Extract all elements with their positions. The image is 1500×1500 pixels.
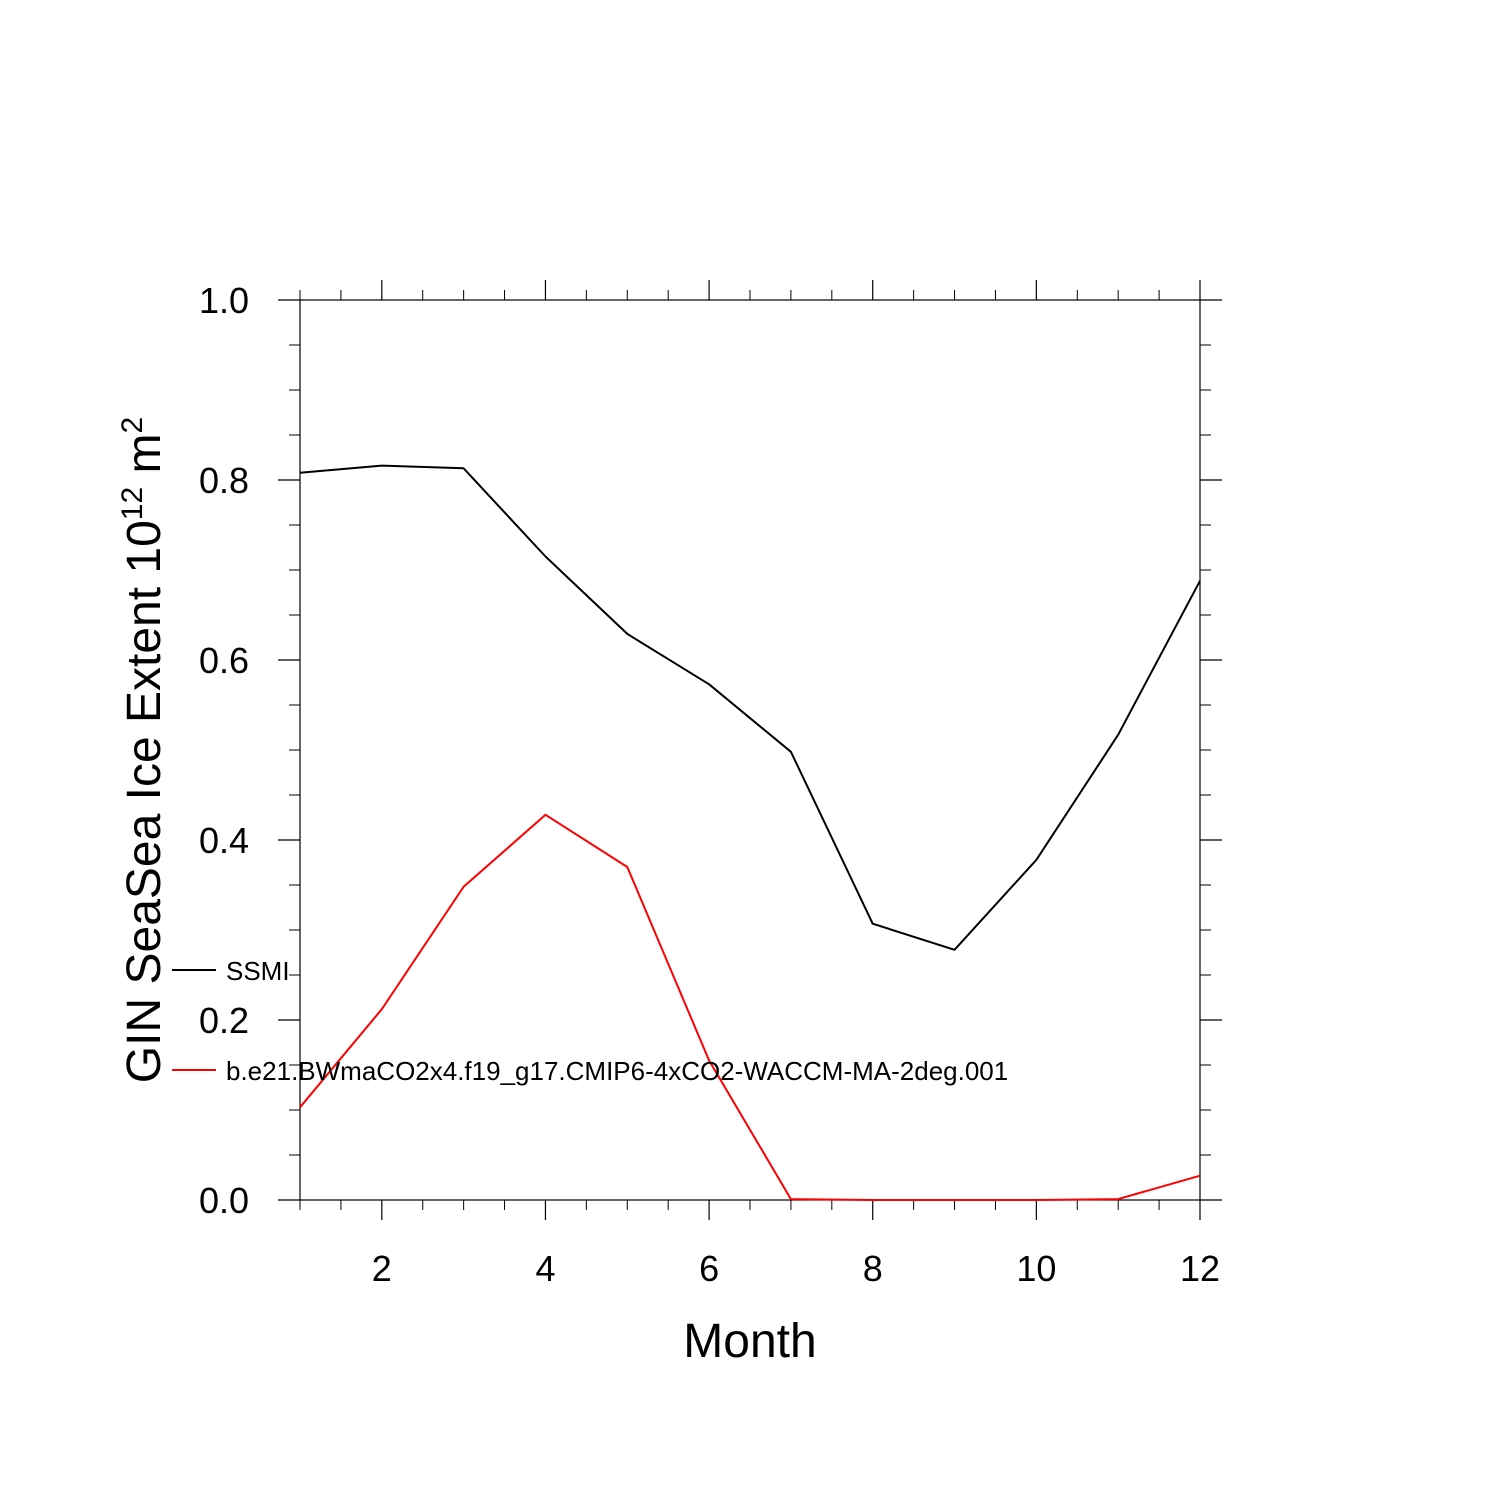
y-tick-label: 0.8	[199, 460, 249, 501]
series-line-1	[299, 464, 1201, 951]
x-tick-label: 6	[699, 1248, 719, 1289]
legend: SSMI b.e21.BWmaCO2x4.f19_g17.CMIP6-4xCO2-…	[172, 956, 1008, 1086]
x-tick-label: 12	[1180, 1248, 1220, 1289]
y-axis-title-unit: m	[118, 433, 171, 486]
y-tick-label: 0.2	[199, 1000, 249, 1041]
tick-labels: 2 4 6 8 10 12 0.0 0.2 0.4 0.6 0.8 1.0	[199, 280, 1220, 1289]
y-axis-title-exponent: 12	[116, 487, 149, 520]
x-tick-label: 8	[863, 1248, 883, 1289]
legend-label-1: SSMI	[226, 956, 290, 986]
y-axis-title-unit-exponent: 2	[116, 417, 149, 434]
axis-ticks	[278, 280, 1222, 1220]
x-tick-label: 2	[372, 1248, 392, 1289]
y-axis-title: GIN SeaSea Ice Extent 1012 m2	[116, 417, 171, 1083]
series-line-2	[299, 813, 1201, 1201]
y-tick-label: 0.4	[199, 820, 249, 861]
x-axis-title: Month	[683, 1315, 816, 1368]
plot-frame	[299, 299, 1201, 1201]
y-tick-label: 1.0	[199, 280, 249, 321]
x-tick-label: 4	[535, 1248, 555, 1289]
y-axis-title-main: GIN SeaSea Ice Extent 10	[118, 520, 171, 1083]
series-layer	[299, 464, 1201, 1201]
x-tick-label: 10	[1016, 1248, 1056, 1289]
y-tick-label: 0.6	[199, 640, 249, 681]
y-tick-label: 0.0	[199, 1180, 249, 1221]
legend-label-2: b.e21.BWmaCO2x4.f19_g17.CMIP6-4xCO2-WACC…	[226, 1056, 1008, 1086]
